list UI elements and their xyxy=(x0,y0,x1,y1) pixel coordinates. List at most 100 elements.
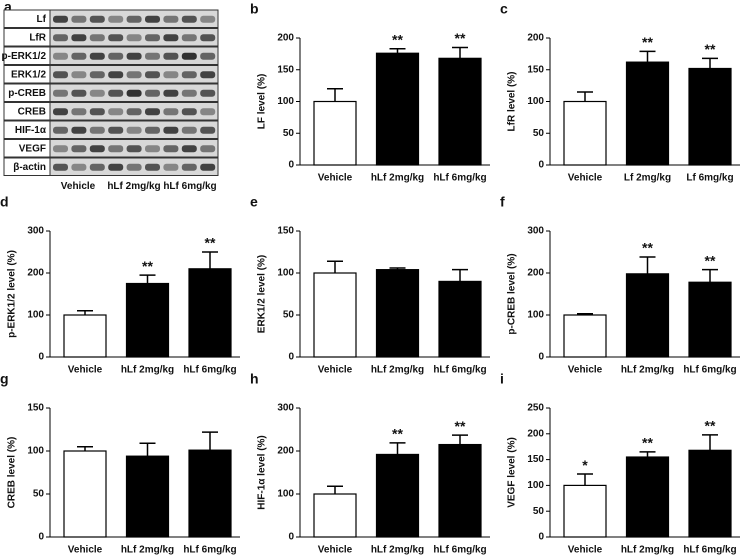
y-tick-label: 200 xyxy=(527,268,544,279)
blot-band xyxy=(163,145,179,153)
error-bar xyxy=(139,442,156,457)
bar xyxy=(375,269,420,358)
bar xyxy=(688,67,732,166)
blot-band xyxy=(71,126,87,134)
y-tick-label: 50 xyxy=(533,506,545,517)
y-tick-label: 0 xyxy=(288,352,294,363)
x-tick-label: hLf 6mg/kg xyxy=(183,545,236,556)
blot-band xyxy=(145,15,160,23)
error-bar xyxy=(577,312,593,315)
blot-band xyxy=(200,71,216,79)
y-axis-label: p-CREB level (%) xyxy=(507,253,518,334)
panel-letter: e xyxy=(250,194,258,210)
blot-band xyxy=(108,34,124,42)
x-tick-label: hLf 2mg/kg xyxy=(621,545,674,556)
bar xyxy=(188,449,232,538)
blot-band xyxy=(181,52,197,60)
y-tick-label: 150 xyxy=(527,454,544,465)
significance: ** xyxy=(642,240,653,256)
blot-band xyxy=(181,15,197,23)
blot-band xyxy=(163,34,179,42)
blot-band xyxy=(181,145,197,153)
y-tick-label: 0 xyxy=(38,352,44,363)
blot-band xyxy=(145,126,160,134)
y-tick-label: 100 xyxy=(277,489,294,500)
blot-group-label: hLf 6mg/kg xyxy=(163,181,216,192)
y-tick-label: 0 xyxy=(538,352,544,363)
error-bar xyxy=(577,473,593,486)
error-bar xyxy=(639,50,656,63)
significance: ** xyxy=(455,30,466,46)
bar xyxy=(375,52,420,166)
panel-letter: d xyxy=(0,194,9,210)
x-tick-label: hLf 2mg/kg xyxy=(371,545,424,556)
bar xyxy=(438,280,482,358)
bar xyxy=(63,314,107,358)
x-tick-label: hLf 2mg/kg xyxy=(621,365,674,376)
y-tick-label: 150 xyxy=(527,64,544,75)
blot-band xyxy=(53,52,68,60)
blot-band xyxy=(163,71,179,79)
y-tick-label: 100 xyxy=(277,96,294,107)
bar xyxy=(313,100,357,166)
significance: ** xyxy=(205,235,216,251)
blot-band xyxy=(71,108,87,116)
blot-row-label: p-ERK1/2 xyxy=(2,51,47,62)
bar xyxy=(438,57,482,166)
error-bar xyxy=(452,434,468,445)
error-bar xyxy=(202,251,218,269)
error-bar xyxy=(77,310,93,315)
blot-row-label: LfR xyxy=(29,32,46,43)
blot-band xyxy=(71,89,87,97)
error-bar xyxy=(202,431,218,451)
blot-row-label: ERK1/2 xyxy=(11,69,46,80)
y-axis-label: LfR level (%) xyxy=(507,71,518,131)
blot-band xyxy=(108,145,124,153)
bar xyxy=(438,443,482,538)
blot-band xyxy=(89,163,105,171)
y-tick-label: 100 xyxy=(27,446,44,457)
bar xyxy=(313,493,357,538)
blot-band xyxy=(53,89,68,97)
significance: ** xyxy=(705,418,716,434)
blot-band xyxy=(108,126,124,134)
x-tick-label: Vehicle xyxy=(568,173,603,184)
error-bar xyxy=(639,256,656,274)
blot-row-label: VEGF xyxy=(19,143,46,154)
y-tick-label: 300 xyxy=(527,226,544,237)
significance: ** xyxy=(642,34,653,50)
blot-band xyxy=(163,163,179,171)
y-tick-label: 100 xyxy=(527,480,544,491)
blot-band xyxy=(53,108,68,116)
y-tick-label: 150 xyxy=(277,64,294,75)
x-tick-label: Vehicle xyxy=(68,545,103,556)
y-tick-label: 0 xyxy=(538,160,544,171)
blot-band xyxy=(71,15,87,23)
blot-band xyxy=(89,145,105,153)
error-bar xyxy=(452,46,468,59)
y-tick-label: 200 xyxy=(277,446,294,457)
blot-band xyxy=(89,15,105,23)
significance: ** xyxy=(455,418,466,434)
y-axis-label: CREB level (%) xyxy=(7,437,18,509)
error-bar xyxy=(327,88,343,102)
bar xyxy=(125,282,170,358)
blot-band xyxy=(53,15,68,23)
x-tick-label: Vehicle xyxy=(568,365,603,376)
blot-band xyxy=(163,126,179,134)
x-tick-label: hLf 6mg/kg xyxy=(433,173,486,184)
blot-band xyxy=(126,145,142,153)
blot-band xyxy=(126,71,142,79)
y-tick-label: 100 xyxy=(527,96,544,107)
blot-band xyxy=(71,71,87,79)
y-tick-label: 200 xyxy=(27,268,44,279)
y-tick-label: 250 xyxy=(527,403,544,414)
significance: ** xyxy=(705,252,716,268)
x-tick-label: hLf 6mg/kg xyxy=(683,365,736,376)
panel-letter: h xyxy=(250,371,259,387)
blot-row-label: HIF-1α xyxy=(15,125,47,136)
blot-band xyxy=(89,52,105,60)
y-tick-label: 50 xyxy=(533,128,545,139)
y-tick-label: 100 xyxy=(27,310,44,321)
blot-band xyxy=(181,126,197,134)
